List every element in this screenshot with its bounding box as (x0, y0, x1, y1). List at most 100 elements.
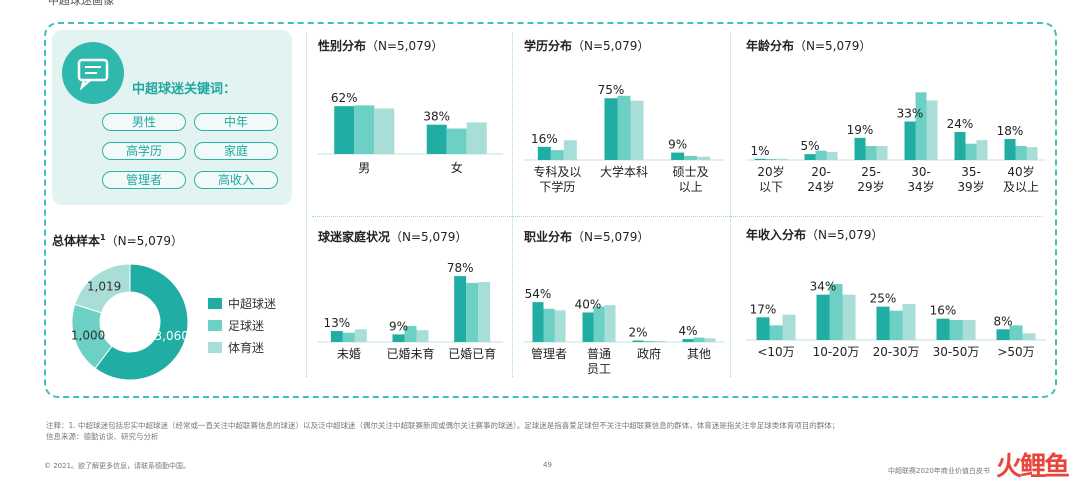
donut-label: 1,000 (71, 328, 105, 342)
bar (829, 284, 843, 340)
category-label: 25- (861, 165, 881, 179)
bar (466, 122, 487, 154)
income-bar-chart: 17% <10万 34% 10-20万 25% 20-30万 16% 30-50万 8% >50万 (746, 280, 1046, 359)
category-label: 20岁 (757, 164, 784, 179)
category-label: 下学历 (539, 179, 575, 194)
keyword-pill: 高学历 (102, 142, 186, 160)
data-label: 1% (750, 144, 769, 158)
data-label: 4% (678, 324, 697, 338)
data-label: 9% (668, 138, 687, 152)
bar (965, 143, 977, 160)
bar (926, 100, 938, 160)
bar (416, 330, 429, 342)
category-label: 已婚已育 (448, 346, 496, 361)
category-label: 10-20万 (813, 345, 860, 359)
divider (306, 32, 307, 377)
category-label: <10万 (757, 345, 794, 359)
data-label: 38% (423, 110, 450, 124)
bar (902, 304, 916, 340)
sample-title: 总体样本1（N=5,079） (52, 233, 183, 248)
divider (512, 32, 513, 377)
bar (1009, 325, 1023, 340)
bar (754, 158, 766, 160)
chat-icon (62, 42, 124, 104)
data-label: 13% (323, 316, 350, 330)
sample-donut-chart: 3,060 1,000 1,019 (71, 263, 189, 381)
bar (550, 150, 564, 160)
data-label: 5% (800, 139, 819, 153)
keywords-title: 中超球迷关键词： (132, 82, 237, 97)
gender-chart-title: 性别分布（N=5,079） (318, 39, 444, 53)
bar (815, 150, 827, 160)
bar (334, 106, 355, 154)
bar (632, 340, 644, 342)
age-chart-title: 年龄分布（N=5,079） (746, 39, 872, 53)
bar (782, 314, 796, 340)
category-label: 24岁 (807, 179, 834, 194)
data-label: 25% (870, 292, 897, 306)
keyword-pill: 管理者 (102, 171, 186, 189)
income-chart-title: 年收入分布（N=5,079） (746, 228, 884, 242)
keyword-pill: 男性 (102, 113, 186, 131)
category-label: 专科及以 (533, 164, 581, 179)
bar (1015, 146, 1027, 160)
bar (554, 310, 566, 342)
bar (582, 312, 594, 342)
page-number: 49 (543, 461, 552, 469)
bar (804, 154, 816, 160)
category-label: 20-30万 (873, 345, 920, 359)
bar (976, 140, 988, 160)
bar (593, 306, 605, 342)
family-bar-chart: 13% 未婚 9% 已婚未育 78% 已婚已育 (318, 261, 503, 361)
bar (532, 302, 544, 342)
bar (693, 337, 705, 342)
bar (1026, 147, 1038, 160)
bar (617, 95, 631, 160)
bar (842, 294, 856, 340)
footnote: 注释：1. 中超球迷包括忠实中超球迷（经常或一直关注中超联赛信息的球迷）以及泛中… (46, 421, 840, 430)
data-label: 8% (993, 314, 1012, 328)
data-label: 40% (575, 297, 602, 311)
category-label: 管理者 (531, 346, 567, 361)
data-label: 16% (930, 304, 957, 318)
bar (537, 146, 551, 160)
bar (876, 146, 888, 160)
bar (374, 108, 395, 154)
bar (949, 320, 963, 340)
bar (563, 140, 577, 160)
bar (604, 305, 616, 342)
bar (404, 325, 417, 342)
legend-item-football: 足球迷 (208, 317, 264, 334)
bar (466, 282, 479, 342)
bar (630, 100, 644, 160)
bar (478, 282, 491, 342)
job-chart-title: 职业分布（N=5,079） (524, 230, 650, 244)
data-label: 54% (525, 287, 552, 301)
bar (684, 155, 698, 160)
education-chart-title: 学历分布（N=5,079） (524, 39, 650, 53)
bar (756, 317, 770, 340)
category-label: 20- (811, 165, 831, 179)
category-label: 员工 (587, 362, 611, 376)
category-label: 30-50万 (933, 345, 980, 359)
bar (354, 105, 375, 154)
data-label: 78% (447, 261, 474, 275)
bar (330, 331, 343, 342)
category-label: 以下 (759, 180, 783, 194)
legend-item-sports: 体育迷 (208, 339, 264, 356)
bar (604, 98, 618, 160)
bar (765, 159, 777, 160)
category-label: 34岁 (907, 179, 934, 194)
category-label: 40岁 (1007, 164, 1034, 179)
bar (776, 158, 788, 160)
bar (1004, 139, 1016, 160)
category-label: 未婚 (337, 347, 361, 361)
bar (1022, 333, 1036, 340)
category-label: 以上 (679, 180, 703, 194)
bar (704, 338, 716, 342)
category-label: 35- (961, 165, 981, 179)
category-label: 女 (451, 160, 463, 175)
category-label: 已婚未育 (386, 346, 434, 361)
